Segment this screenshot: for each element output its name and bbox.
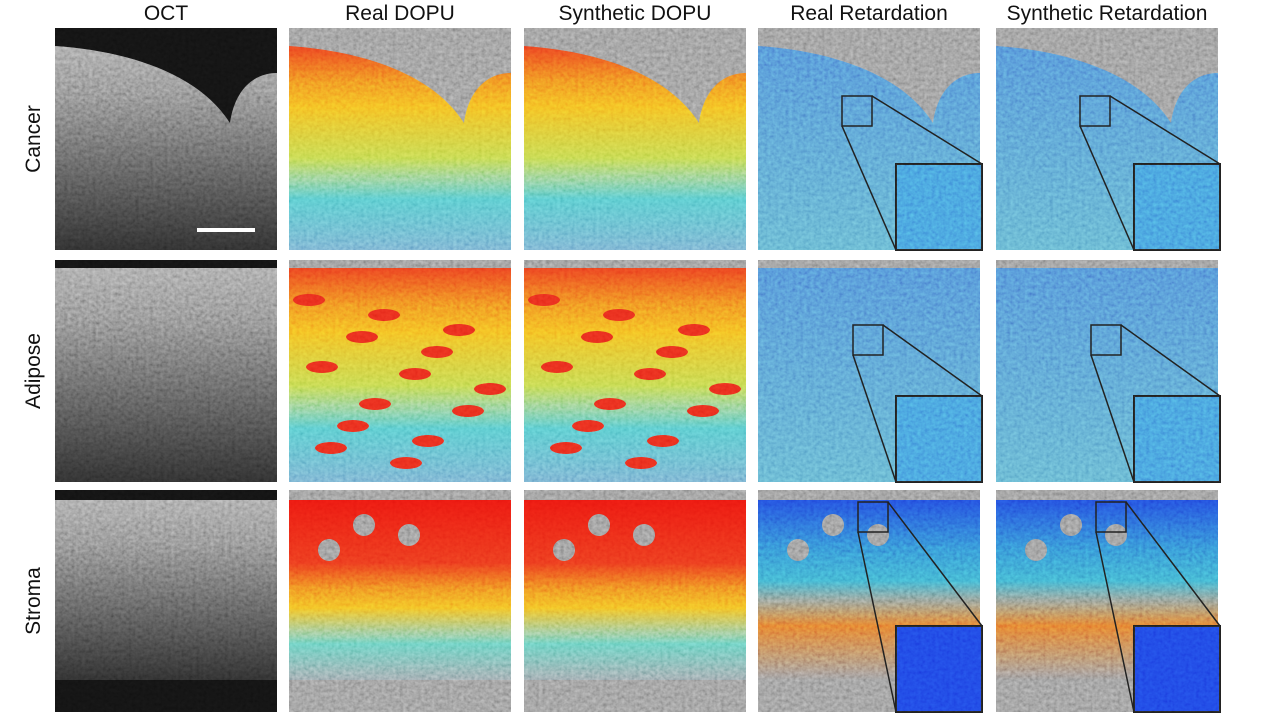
image-panel: [289, 28, 511, 250]
image-panel: [758, 28, 983, 251]
zoom-line: [887, 501, 983, 627]
zoom-line: [871, 95, 983, 165]
zoom-line: [1090, 354, 1135, 483]
image-panel: [758, 260, 983, 483]
image-panel: [996, 490, 1221, 713]
inset-texture: [1134, 396, 1220, 482]
inset-texture: [896, 164, 982, 250]
image-panel: [55, 28, 277, 250]
column-header: Synthetic DOPU: [559, 2, 712, 25]
speckle-texture: [524, 260, 746, 482]
zoom-box: [1090, 324, 1122, 356]
zoom-line: [1109, 95, 1221, 165]
zoom-line: [1120, 324, 1221, 397]
row-label: Stroma: [22, 567, 45, 635]
zoom-line: [882, 324, 983, 397]
speckle-texture: [55, 260, 277, 482]
zoom-line: [1125, 501, 1221, 627]
row-label: Cancer: [22, 105, 45, 173]
zoom-box: [857, 501, 889, 533]
image-panel: [524, 490, 746, 712]
image-panel: [996, 28, 1221, 251]
image-panel: [55, 490, 277, 712]
zoom-box: [852, 324, 884, 356]
column-header: OCT: [144, 2, 189, 25]
zoom-box: [1095, 501, 1127, 533]
zoom-line: [852, 354, 897, 483]
column-header: Real Retardation: [790, 2, 948, 25]
image-panel: [289, 260, 511, 482]
speckle-texture: [55, 490, 277, 712]
speckle-texture: [289, 260, 511, 482]
image-panel: [996, 260, 1221, 483]
zoom-line: [1095, 531, 1135, 713]
image-panel: [289, 490, 511, 712]
speckle-texture: [524, 28, 746, 250]
column-header: Real DOPU: [345, 2, 455, 25]
speckle-texture: [289, 490, 511, 712]
zoom-line: [857, 531, 897, 713]
zoom-line: [841, 125, 897, 251]
image-panel: [524, 260, 746, 482]
image-panel: [55, 260, 277, 482]
inset-texture: [1134, 164, 1220, 250]
speckle-texture: [289, 28, 511, 250]
inset-texture: [1134, 626, 1220, 712]
speckle-texture: [524, 490, 746, 712]
inset-texture: [896, 626, 982, 712]
zoom-line: [1079, 125, 1135, 251]
inset-texture: [896, 396, 982, 482]
row-label: Adipose: [22, 333, 45, 409]
zoom-box: [1079, 95, 1111, 127]
image-panel: [758, 490, 983, 713]
speckle-texture: [55, 28, 277, 250]
column-header: Synthetic Retardation: [1007, 2, 1208, 25]
image-panel: [524, 28, 746, 250]
zoom-box: [841, 95, 873, 127]
